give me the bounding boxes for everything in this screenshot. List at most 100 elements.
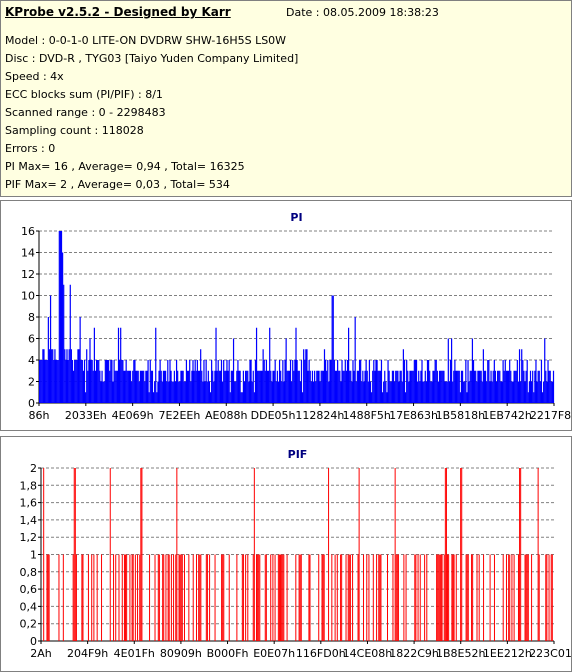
pif-bar <box>513 554 515 641</box>
pif-bar <box>537 468 539 641</box>
pif-bar <box>125 554 127 641</box>
y-tick-label: 1,2 <box>20 531 38 544</box>
pif-bar <box>448 554 450 641</box>
pi-bar <box>495 381 498 403</box>
pi-bar <box>497 370 499 403</box>
pi-bar <box>137 370 139 403</box>
pi-bar <box>392 370 395 403</box>
pi-bar <box>529 370 532 403</box>
pif-bar <box>445 468 447 641</box>
pi-bar <box>109 370 111 403</box>
pif-bar <box>183 554 185 641</box>
pi-bar <box>42 349 44 403</box>
y-tick-label: 2 <box>28 376 35 389</box>
pi-bar <box>328 381 330 403</box>
pi-bar <box>398 381 400 403</box>
pi-bar <box>101 370 103 403</box>
pi-bar <box>318 370 320 403</box>
x-tick-label: 2217F8h <box>530 409 571 422</box>
pif-bar <box>154 554 156 641</box>
pi-bar <box>177 370 179 403</box>
x-tick-label: 1822C9h <box>389 647 439 660</box>
pi-bar <box>510 370 512 403</box>
pi-bar <box>108 360 110 403</box>
pif-bar <box>336 554 338 641</box>
pif-bar <box>517 554 519 641</box>
chart-title: PIF <box>288 448 308 461</box>
pi-bar <box>241 392 243 403</box>
pi-bar <box>449 360 452 403</box>
pif-bar <box>121 554 123 641</box>
pi-bar <box>305 349 307 403</box>
pi-bar <box>337 360 339 403</box>
pif-chart-panel: PIF 0 0,2 0,4 0,6 0,8 1 1,2 1,4 1,6 1,8 2 2Ah 204F9h 4… <box>0 436 572 672</box>
pi-bar <box>357 370 360 403</box>
pi-bar <box>339 370 341 403</box>
x-tick-label: AE088h <box>205 409 247 422</box>
pi-bar <box>437 381 440 403</box>
pi-bar <box>239 370 241 403</box>
pi-bar <box>207 370 209 403</box>
pi-bar <box>375 360 377 403</box>
pi-bar <box>483 370 486 403</box>
pi-bar <box>303 349 305 403</box>
pif-bar <box>403 554 405 641</box>
y-tick-label: 1,4 <box>20 514 38 527</box>
pi-bar <box>309 370 311 403</box>
pi-bar <box>507 370 510 403</box>
pif-bar <box>176 468 178 641</box>
pi-bar <box>505 370 507 403</box>
pi-bar <box>458 370 460 403</box>
pi-bar <box>58 231 60 403</box>
pi-bar <box>442 370 444 403</box>
pif-bar <box>206 554 208 641</box>
pi-bar <box>90 360 92 403</box>
pif-bar <box>72 554 74 641</box>
pi-bar <box>482 349 484 403</box>
pif-bar <box>245 554 247 641</box>
pi-bar <box>40 360 42 403</box>
pif-bar <box>380 554 382 641</box>
pi-bar <box>150 370 152 403</box>
x-tick-label: 1EB742h <box>482 409 531 422</box>
pi-bar <box>159 360 161 403</box>
pi-bar <box>123 370 125 403</box>
pi-bar <box>489 381 491 403</box>
pi-bar <box>346 360 349 403</box>
pi-bar <box>352 360 354 403</box>
pif-bar <box>328 468 330 641</box>
pi-bar <box>397 370 399 403</box>
pi-bar <box>354 317 356 403</box>
pi-bar <box>188 370 190 403</box>
pi-bar <box>69 284 71 403</box>
pi-bar <box>262 349 264 403</box>
pi-bar <box>79 317 81 403</box>
pif-bar <box>538 554 540 641</box>
pif-bar <box>223 554 225 641</box>
pi-bar <box>436 370 438 403</box>
y-tick-label: 0,8 <box>20 566 38 579</box>
pif-bar <box>96 554 98 641</box>
pi-bar <box>215 327 217 403</box>
pif-bar <box>405 554 407 641</box>
pi-bar <box>364 370 366 403</box>
pi-bar <box>180 370 182 403</box>
pi-bar <box>433 370 435 403</box>
pi-bar <box>511 381 513 403</box>
pi-bar <box>388 370 390 403</box>
pi-bar <box>76 360 78 403</box>
pi-bar <box>455 370 457 403</box>
pi-bar <box>191 370 193 403</box>
pi-bar <box>189 360 191 403</box>
pi-bar <box>183 381 185 403</box>
x-tick-label: 2033Eh <box>65 409 107 422</box>
y-tick-label: 2 <box>30 462 37 475</box>
pi-bar <box>285 338 287 403</box>
pi-bar <box>214 370 216 403</box>
pi-bar <box>234 381 236 403</box>
pi-bar <box>131 381 133 403</box>
pif-bar <box>424 554 426 641</box>
pi-bar <box>216 370 218 403</box>
pi-bar <box>379 370 381 403</box>
pi-bar <box>56 360 58 403</box>
